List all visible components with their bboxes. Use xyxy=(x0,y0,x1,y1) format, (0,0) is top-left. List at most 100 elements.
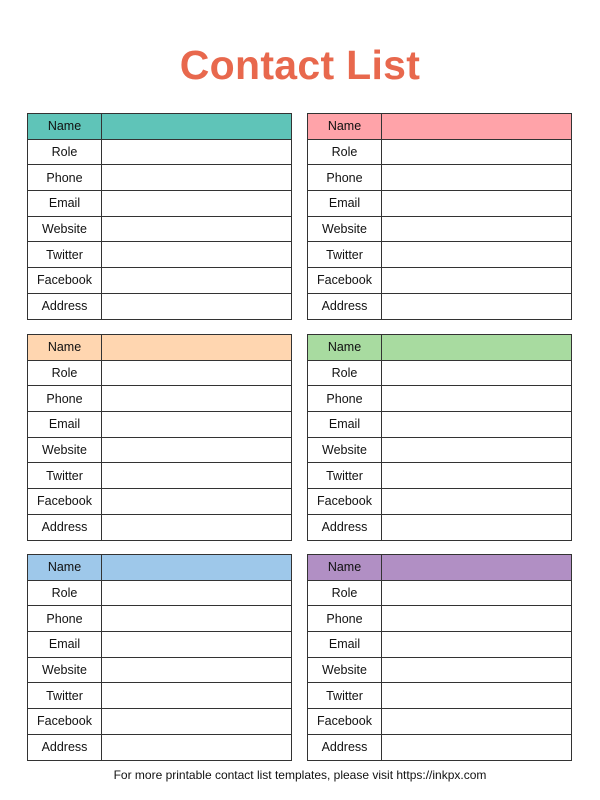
field-label: Twitter xyxy=(27,462,102,490)
field-value-role[interactable] xyxy=(101,579,292,607)
field-row: Address xyxy=(27,733,292,761)
field-row: Phone xyxy=(307,164,572,192)
field-value-email[interactable] xyxy=(101,631,292,658)
field-value-email[interactable] xyxy=(101,411,292,438)
field-value-website[interactable] xyxy=(381,656,572,684)
contact-card: Name Role Phone Email Website Twitter Facebook… xyxy=(27,334,292,541)
field-row: Role xyxy=(307,138,572,166)
field-value-phone[interactable] xyxy=(381,385,572,413)
field-value-facebook[interactable] xyxy=(101,708,292,735)
field-label: Name xyxy=(307,113,382,140)
field-row: Phone xyxy=(307,385,572,413)
field-value-website[interactable] xyxy=(101,656,292,684)
field-label: Facebook xyxy=(307,708,382,735)
field-value-email[interactable] xyxy=(381,411,572,438)
field-row: Name xyxy=(27,334,292,361)
field-row: Name xyxy=(307,113,572,140)
field-label: Role xyxy=(307,138,382,166)
field-row: Name xyxy=(27,113,292,140)
field-value-address[interactable] xyxy=(101,513,292,541)
field-label: Facebook xyxy=(27,267,102,294)
field-value-name[interactable] xyxy=(101,554,292,581)
field-value-website[interactable] xyxy=(381,215,572,243)
field-row: Phone xyxy=(27,605,292,633)
field-value-address[interactable] xyxy=(381,733,572,761)
field-value-role[interactable] xyxy=(381,138,572,166)
field-row: Email xyxy=(307,631,572,658)
field-value-address[interactable] xyxy=(101,733,292,761)
field-value-facebook[interactable] xyxy=(101,267,292,294)
field-value-phone[interactable] xyxy=(381,164,572,192)
contact-card: Name Role Phone Email Website Twitter Facebook… xyxy=(27,113,292,320)
field-row: Role xyxy=(27,359,292,387)
field-value-address[interactable] xyxy=(381,513,572,541)
field-row: Name xyxy=(27,554,292,581)
field-row: Facebook xyxy=(27,267,292,294)
field-value-email[interactable] xyxy=(381,190,572,217)
field-label: Role xyxy=(307,579,382,607)
field-row: Twitter xyxy=(307,462,572,490)
field-row: Email xyxy=(27,190,292,217)
field-label: Address xyxy=(307,733,382,761)
field-value-role[interactable] xyxy=(101,359,292,387)
field-value-twitter[interactable] xyxy=(381,462,572,490)
field-value-name[interactable] xyxy=(381,334,572,361)
field-label: Website xyxy=(27,656,102,684)
field-label: Email xyxy=(27,631,102,658)
field-value-address[interactable] xyxy=(101,292,292,320)
field-row: Address xyxy=(307,513,572,541)
field-value-website[interactable] xyxy=(381,436,572,464)
field-value-email[interactable] xyxy=(381,631,572,658)
field-row: Phone xyxy=(27,385,292,413)
field-value-twitter[interactable] xyxy=(101,241,292,269)
field-value-address[interactable] xyxy=(381,292,572,320)
field-label: Phone xyxy=(307,385,382,413)
field-label: Phone xyxy=(27,385,102,413)
field-value-name[interactable] xyxy=(101,334,292,361)
field-value-name[interactable] xyxy=(381,554,572,581)
field-value-twitter[interactable] xyxy=(101,682,292,710)
field-value-role[interactable] xyxy=(101,138,292,166)
field-value-facebook[interactable] xyxy=(381,708,572,735)
field-label: Address xyxy=(27,513,102,541)
field-value-facebook[interactable] xyxy=(381,267,572,294)
field-label: Email xyxy=(307,190,382,217)
field-value-facebook[interactable] xyxy=(101,488,292,515)
field-label: Website xyxy=(27,436,102,464)
field-label: Role xyxy=(27,579,102,607)
field-label: Role xyxy=(307,359,382,387)
field-value-website[interactable] xyxy=(101,436,292,464)
field-label: Twitter xyxy=(27,241,102,269)
field-value-role[interactable] xyxy=(381,579,572,607)
field-row: Email xyxy=(27,631,292,658)
field-label: Name xyxy=(27,113,102,140)
field-value-twitter[interactable] xyxy=(101,462,292,490)
field-value-facebook[interactable] xyxy=(381,488,572,515)
field-value-email[interactable] xyxy=(101,190,292,217)
field-row: Address xyxy=(307,292,572,320)
field-label: Twitter xyxy=(307,682,382,710)
field-value-phone[interactable] xyxy=(381,605,572,633)
field-value-phone[interactable] xyxy=(101,605,292,633)
field-label: Role xyxy=(27,359,102,387)
field-value-twitter[interactable] xyxy=(381,682,572,710)
field-row: Twitter xyxy=(307,241,572,269)
contact-card: Name Role Phone Email Website Twitter Facebook… xyxy=(307,334,572,541)
field-value-twitter[interactable] xyxy=(381,241,572,269)
field-label: Phone xyxy=(27,164,102,192)
field-row: Twitter xyxy=(307,682,572,710)
field-row: Role xyxy=(27,579,292,607)
field-value-phone[interactable] xyxy=(101,385,292,413)
field-label: Address xyxy=(307,292,382,320)
field-value-role[interactable] xyxy=(381,359,572,387)
field-row: Email xyxy=(27,411,292,438)
field-value-name[interactable] xyxy=(381,113,572,140)
field-label: Name xyxy=(27,554,102,581)
field-label: Website xyxy=(307,436,382,464)
field-row: Phone xyxy=(307,605,572,633)
field-value-phone[interactable] xyxy=(101,164,292,192)
field-value-name[interactable] xyxy=(101,113,292,140)
field-value-website[interactable] xyxy=(101,215,292,243)
contact-card: Name Role Phone Email Website Twitter Facebook… xyxy=(307,554,572,761)
field-row: Facebook xyxy=(307,708,572,735)
